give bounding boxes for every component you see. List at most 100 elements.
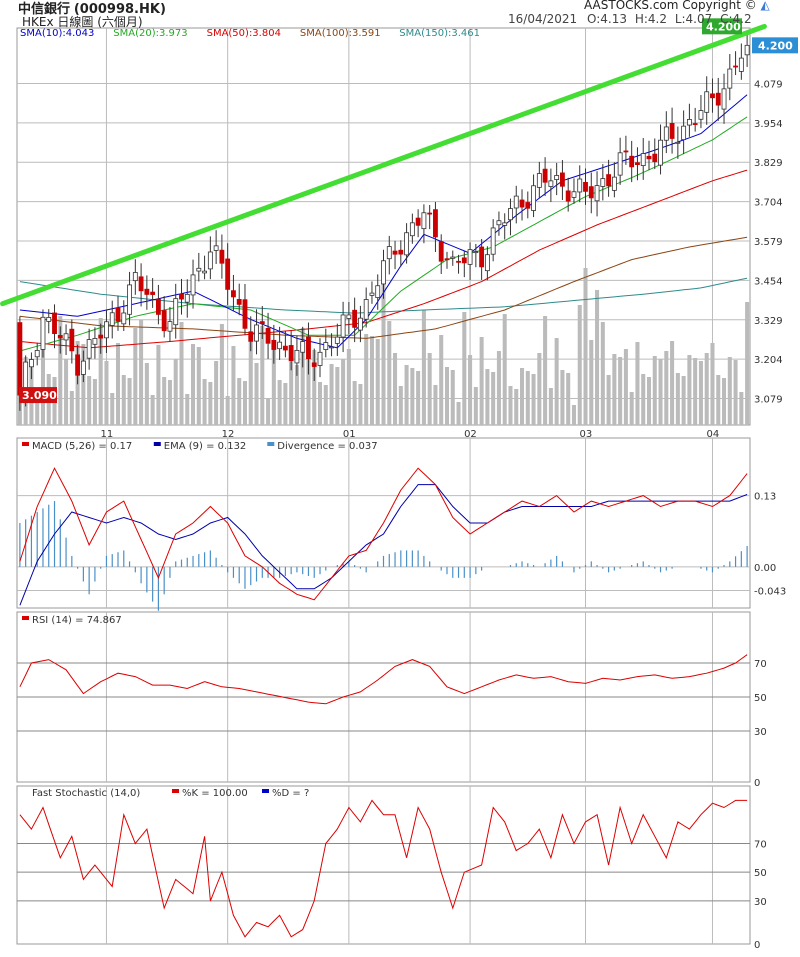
candle-body	[629, 155, 635, 168]
volume-bar	[173, 359, 178, 425]
candle-body	[710, 93, 715, 99]
volume-bar	[225, 396, 230, 425]
volume-bar	[421, 310, 426, 425]
volume-bar	[595, 290, 600, 425]
stoch-legend-k: %K = 100.00	[182, 788, 248, 799]
y-tick-label: 0.00	[754, 563, 776, 574]
candle-body	[92, 338, 98, 345]
candle-body	[34, 350, 40, 358]
volume-bar	[433, 385, 438, 425]
candle-body	[635, 162, 640, 165]
volume-bar	[733, 360, 738, 425]
ema-line	[19, 484, 748, 606]
candle-body	[127, 284, 132, 315]
candle-body	[467, 249, 473, 265]
x-tick-label: 04	[706, 429, 719, 440]
candle-body	[17, 322, 23, 396]
volume-bar	[150, 395, 155, 425]
candle-body	[675, 141, 681, 144]
low-label: L:4.07	[674, 12, 713, 26]
volume-bar	[698, 361, 703, 425]
volume-bar	[242, 381, 248, 425]
y-tick-label: 70	[754, 839, 767, 850]
candle-body	[554, 175, 560, 180]
volume-bar	[456, 402, 461, 425]
volume-bar	[531, 374, 536, 425]
volume-bar	[612, 354, 617, 425]
volume-bar	[716, 375, 721, 425]
stock-name: 中信銀行	[18, 2, 71, 17]
panel-frame	[16, 785, 751, 945]
y-tick-label: 70	[754, 659, 767, 670]
candle-body	[184, 293, 190, 303]
volume-bar	[710, 343, 715, 425]
candle-body	[606, 174, 612, 187]
volume-bar	[514, 389, 519, 425]
candle-body	[248, 331, 254, 342]
y-tick-label: 3.954	[754, 119, 783, 130]
candle-body	[536, 173, 542, 188]
sma-legend-item: SMA(50):3.804	[207, 28, 281, 39]
volume-bar	[185, 394, 190, 425]
stoch-legend-title: Fast Stochastic (14,0)	[32, 788, 140, 799]
candle-body	[744, 44, 750, 56]
y-tick-label: -0.043	[754, 586, 786, 597]
volume-bar	[462, 312, 467, 425]
candle-body	[565, 190, 571, 202]
legend-swatch	[22, 616, 29, 620]
volume-bar	[214, 361, 219, 425]
candle-body	[75, 354, 81, 376]
volume-bar	[335, 367, 340, 425]
candle-body	[519, 199, 525, 208]
legend-swatch	[172, 789, 179, 793]
volume-bar	[156, 345, 161, 425]
volume-bar	[583, 268, 588, 425]
candle-body	[444, 258, 450, 261]
sma50-line	[19, 169, 748, 349]
sma-legend-item: SMA(100):3.591	[300, 28, 381, 39]
copyright-text: AASTOCKS.com Copyright ©	[584, 0, 757, 12]
volume-bar	[294, 365, 299, 425]
y-tick-label: 30	[754, 897, 767, 908]
volume-bar	[364, 334, 369, 425]
volume-bar	[323, 385, 328, 425]
candle-body	[29, 359, 34, 368]
candle-body	[340, 314, 346, 338]
volume-bar	[133, 328, 138, 425]
candle-body	[404, 232, 410, 256]
volume-bar	[271, 348, 276, 425]
candle-body	[513, 195, 519, 209]
candle-body	[259, 321, 265, 325]
candle-body	[669, 122, 675, 139]
candle-body	[727, 68, 733, 89]
volume-bar	[571, 405, 576, 425]
candle-body	[611, 176, 617, 191]
volume-bar	[329, 364, 334, 425]
candle-body	[542, 168, 548, 183]
candle-body	[386, 246, 392, 260]
first-price-label: 3.090	[22, 389, 57, 402]
volume-bar	[641, 374, 646, 425]
y-tick-label: 3.829	[754, 158, 783, 169]
stock-title: 中信銀行 (000998.HK)	[18, 0, 166, 17]
candle-body	[323, 342, 329, 350]
volume-bar	[560, 370, 565, 425]
volume-bar	[92, 379, 97, 425]
volume-bar	[346, 349, 351, 425]
candle-body	[571, 191, 577, 198]
candle-body	[421, 212, 427, 230]
candle-body	[98, 334, 104, 339]
candle-body	[225, 258, 231, 290]
volume-bar	[167, 380, 172, 425]
first-price-box	[19, 387, 57, 404]
volume-bar	[289, 362, 294, 425]
volume-bar	[352, 381, 357, 425]
volume-bar	[739, 392, 744, 425]
open-label: O:4.13	[587, 12, 627, 26]
volume-bar	[519, 368, 525, 425]
volume-bar	[104, 361, 109, 425]
candle-body	[155, 298, 161, 315]
candle-body	[294, 350, 300, 364]
x-tick-label: 03	[580, 429, 593, 440]
candle-body	[311, 362, 317, 367]
